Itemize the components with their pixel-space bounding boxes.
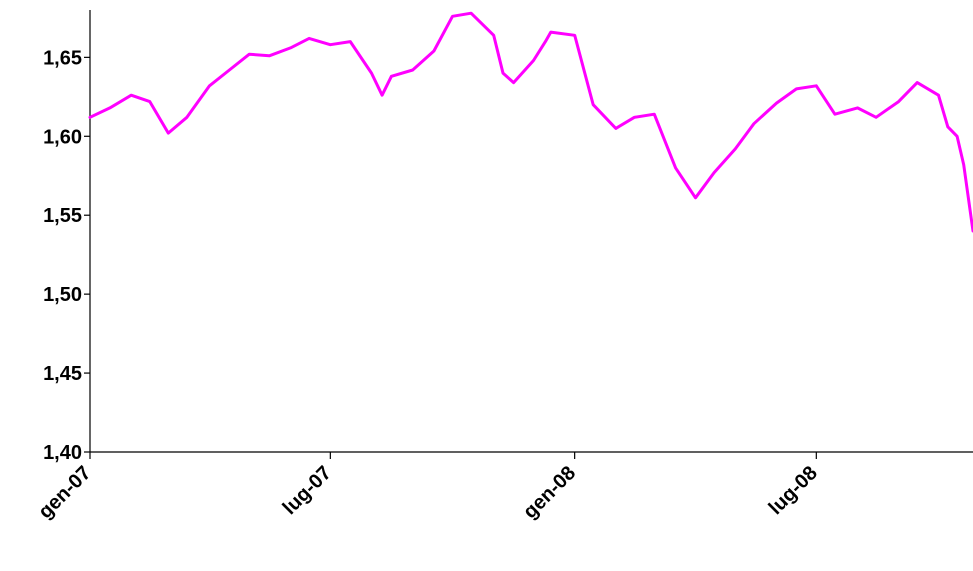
y-tick-label: 1,60 — [43, 126, 82, 148]
x-tick-label: lug-08 — [765, 462, 822, 519]
y-tick-label: 1,40 — [43, 442, 82, 464]
y-tick-label: 1,45 — [43, 363, 82, 385]
y-axis-ticks: 1,40 1,45 1,50 1,55 1,60 1,65 — [43, 47, 90, 464]
x-tick-label: lug-07 — [279, 462, 336, 519]
x-axis-ticks: gen-07 lug-07 gen-08 lug-08 — [34, 452, 822, 523]
series-group — [88, 11, 973, 233]
x-tick-label: gen-07 — [34, 462, 95, 523]
y-tick-label: 1,55 — [43, 205, 82, 227]
y-tick-label: 1,50 — [43, 284, 82, 306]
series-line — [88, 11, 973, 233]
x-tick-label: gen-08 — [519, 462, 580, 523]
y-tick-label: 1,65 — [43, 47, 82, 69]
